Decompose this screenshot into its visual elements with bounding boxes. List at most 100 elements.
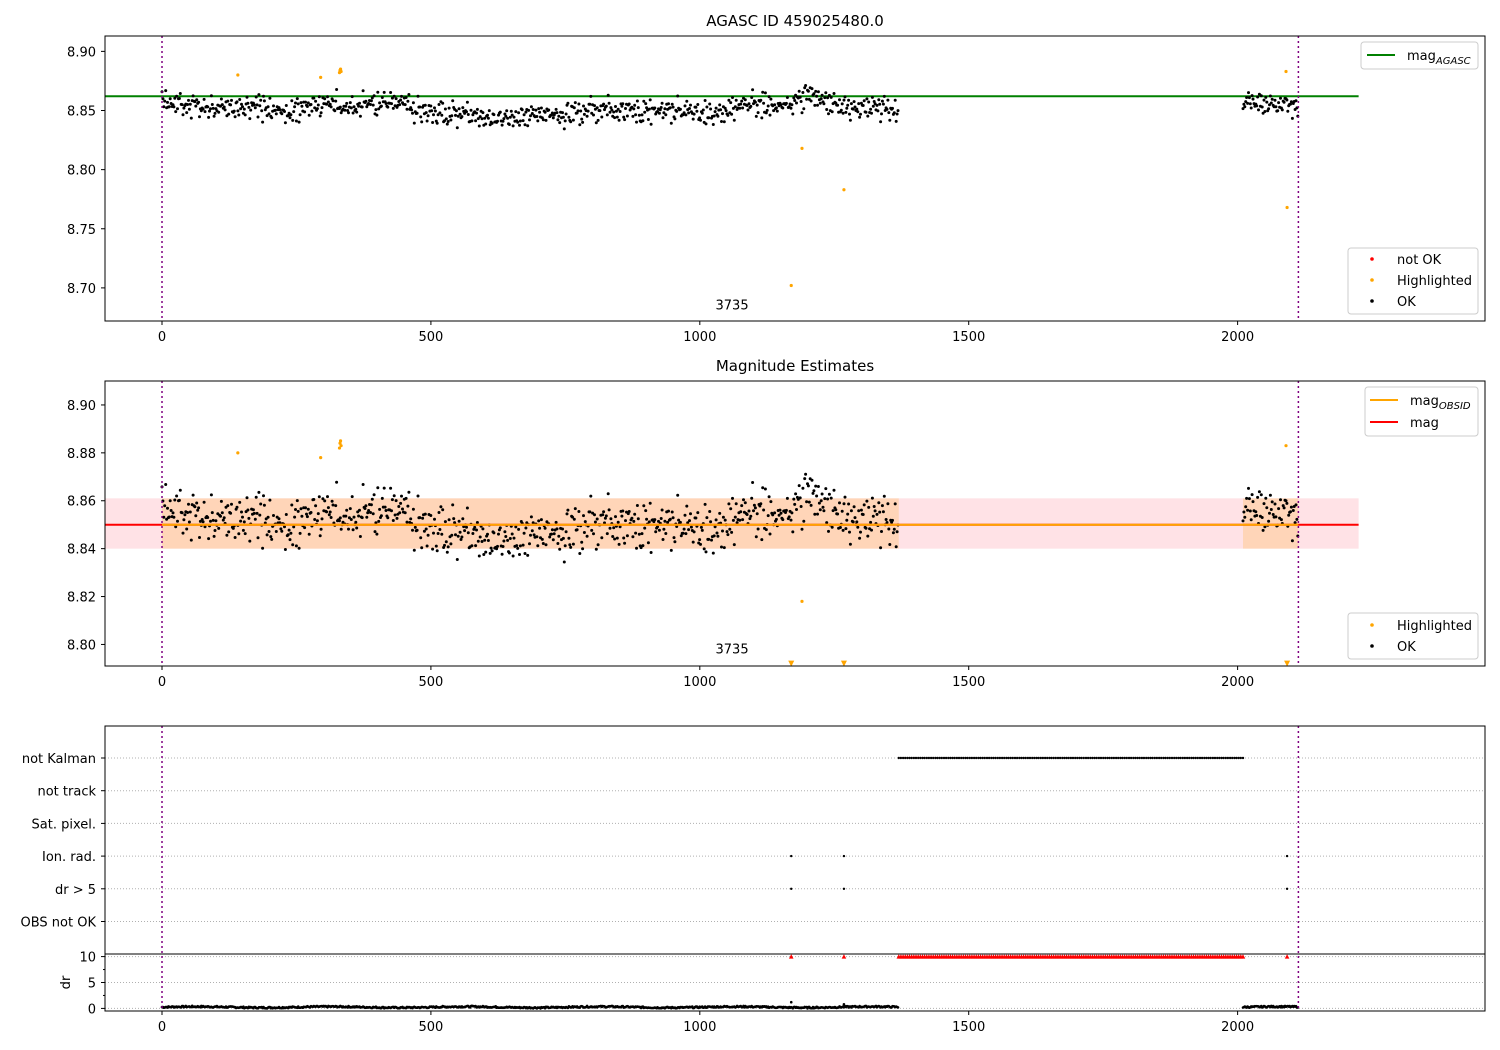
ok-point bbox=[731, 496, 734, 500]
ok-point bbox=[460, 535, 464, 539]
ok-point bbox=[748, 517, 752, 521]
ok-point bbox=[318, 534, 322, 538]
ok-point bbox=[291, 118, 295, 122]
ok-point bbox=[354, 520, 358, 524]
ok-point bbox=[303, 110, 307, 114]
ok-point bbox=[685, 504, 689, 508]
ok-point bbox=[803, 86, 807, 90]
ok-point bbox=[787, 515, 791, 519]
ok-point bbox=[641, 544, 645, 548]
ok-point bbox=[834, 508, 838, 512]
ok-point bbox=[254, 95, 258, 99]
ok-point bbox=[357, 104, 361, 108]
ok-point bbox=[636, 517, 640, 521]
ok-point bbox=[305, 515, 309, 519]
ok-point bbox=[164, 483, 168, 486]
ok-point bbox=[435, 549, 439, 553]
flag-point bbox=[1086, 756, 1090, 760]
ok-point bbox=[209, 94, 213, 98]
ok-point bbox=[268, 96, 272, 100]
ok-point bbox=[309, 103, 313, 106]
ok-point bbox=[214, 519, 218, 523]
flag-point bbox=[1022, 756, 1025, 760]
ok-point bbox=[482, 553, 486, 556]
ok-point bbox=[892, 527, 896, 531]
ok-point bbox=[1251, 500, 1255, 504]
ok-point bbox=[423, 103, 427, 107]
ok-point bbox=[663, 107, 667, 111]
ok-point bbox=[512, 536, 516, 540]
ok-point bbox=[312, 96, 316, 100]
ok-point bbox=[401, 507, 404, 511]
ok-point bbox=[490, 549, 494, 553]
ok-point bbox=[540, 537, 544, 541]
ok-point bbox=[867, 505, 871, 509]
ok-point bbox=[206, 105, 210, 109]
ok-point bbox=[684, 532, 688, 536]
ok-point bbox=[240, 510, 243, 514]
flag-point bbox=[949, 756, 952, 760]
ok-point bbox=[182, 518, 186, 522]
ok-point bbox=[1245, 496, 1249, 500]
ok-point bbox=[502, 539, 506, 543]
ok-point bbox=[709, 107, 713, 111]
ok-point bbox=[240, 102, 243, 106]
ok-point bbox=[543, 110, 547, 114]
ok-point bbox=[671, 516, 675, 520]
ok-point bbox=[694, 105, 698, 109]
ok-point bbox=[851, 107, 855, 111]
ok-point bbox=[313, 518, 317, 521]
ok-point bbox=[1269, 101, 1273, 105]
ok-point bbox=[486, 113, 489, 117]
ok-point bbox=[552, 532, 556, 536]
ok-point bbox=[326, 495, 329, 499]
ok-point bbox=[484, 550, 488, 554]
ok-point bbox=[280, 529, 284, 533]
ok-point bbox=[256, 536, 260, 540]
ok-point bbox=[484, 122, 488, 126]
flag-point bbox=[790, 854, 793, 858]
flag-point bbox=[1205, 756, 1208, 760]
ok-point bbox=[419, 115, 423, 119]
ok-point bbox=[646, 118, 650, 121]
ok-point bbox=[447, 518, 451, 522]
ok-point bbox=[531, 521, 535, 525]
ok-point bbox=[864, 526, 868, 530]
ok-point bbox=[662, 111, 666, 115]
ok-point bbox=[1289, 505, 1293, 509]
ok-point bbox=[761, 486, 765, 490]
ok-point bbox=[689, 512, 692, 516]
ok-point bbox=[856, 525, 860, 529]
ok-point bbox=[237, 532, 241, 536]
ok-point bbox=[708, 510, 712, 513]
ok-point bbox=[877, 501, 881, 505]
ok-point bbox=[186, 511, 190, 514]
flag-point bbox=[923, 756, 926, 760]
axes-frame bbox=[104, 380, 1486, 667]
ok-point bbox=[756, 527, 760, 531]
ok-point bbox=[673, 540, 677, 544]
ok-point bbox=[195, 98, 199, 102]
ok-point bbox=[888, 543, 892, 546]
ok-point bbox=[606, 492, 610, 496]
offscale-marker bbox=[1284, 660, 1291, 667]
ok-point bbox=[714, 106, 718, 110]
flag-point bbox=[1211, 756, 1215, 760]
ok-point bbox=[194, 514, 198, 518]
ok-point bbox=[399, 501, 403, 505]
ok-point bbox=[1251, 97, 1255, 101]
ok-point bbox=[200, 518, 204, 521]
ok-point bbox=[382, 90, 386, 94]
ok-point bbox=[688, 107, 691, 110]
flag-point bbox=[990, 756, 993, 760]
ok-point bbox=[700, 111, 704, 115]
flag-point bbox=[983, 756, 986, 760]
ok-point bbox=[625, 534, 629, 538]
ok-point bbox=[328, 102, 332, 106]
ok-point bbox=[1274, 515, 1278, 519]
ok-point bbox=[266, 105, 270, 109]
flag-point bbox=[1138, 756, 1141, 760]
x-tick-label: 500 bbox=[418, 1020, 443, 1035]
ok-point bbox=[501, 119, 505, 123]
highlighted-point bbox=[339, 69, 343, 74]
